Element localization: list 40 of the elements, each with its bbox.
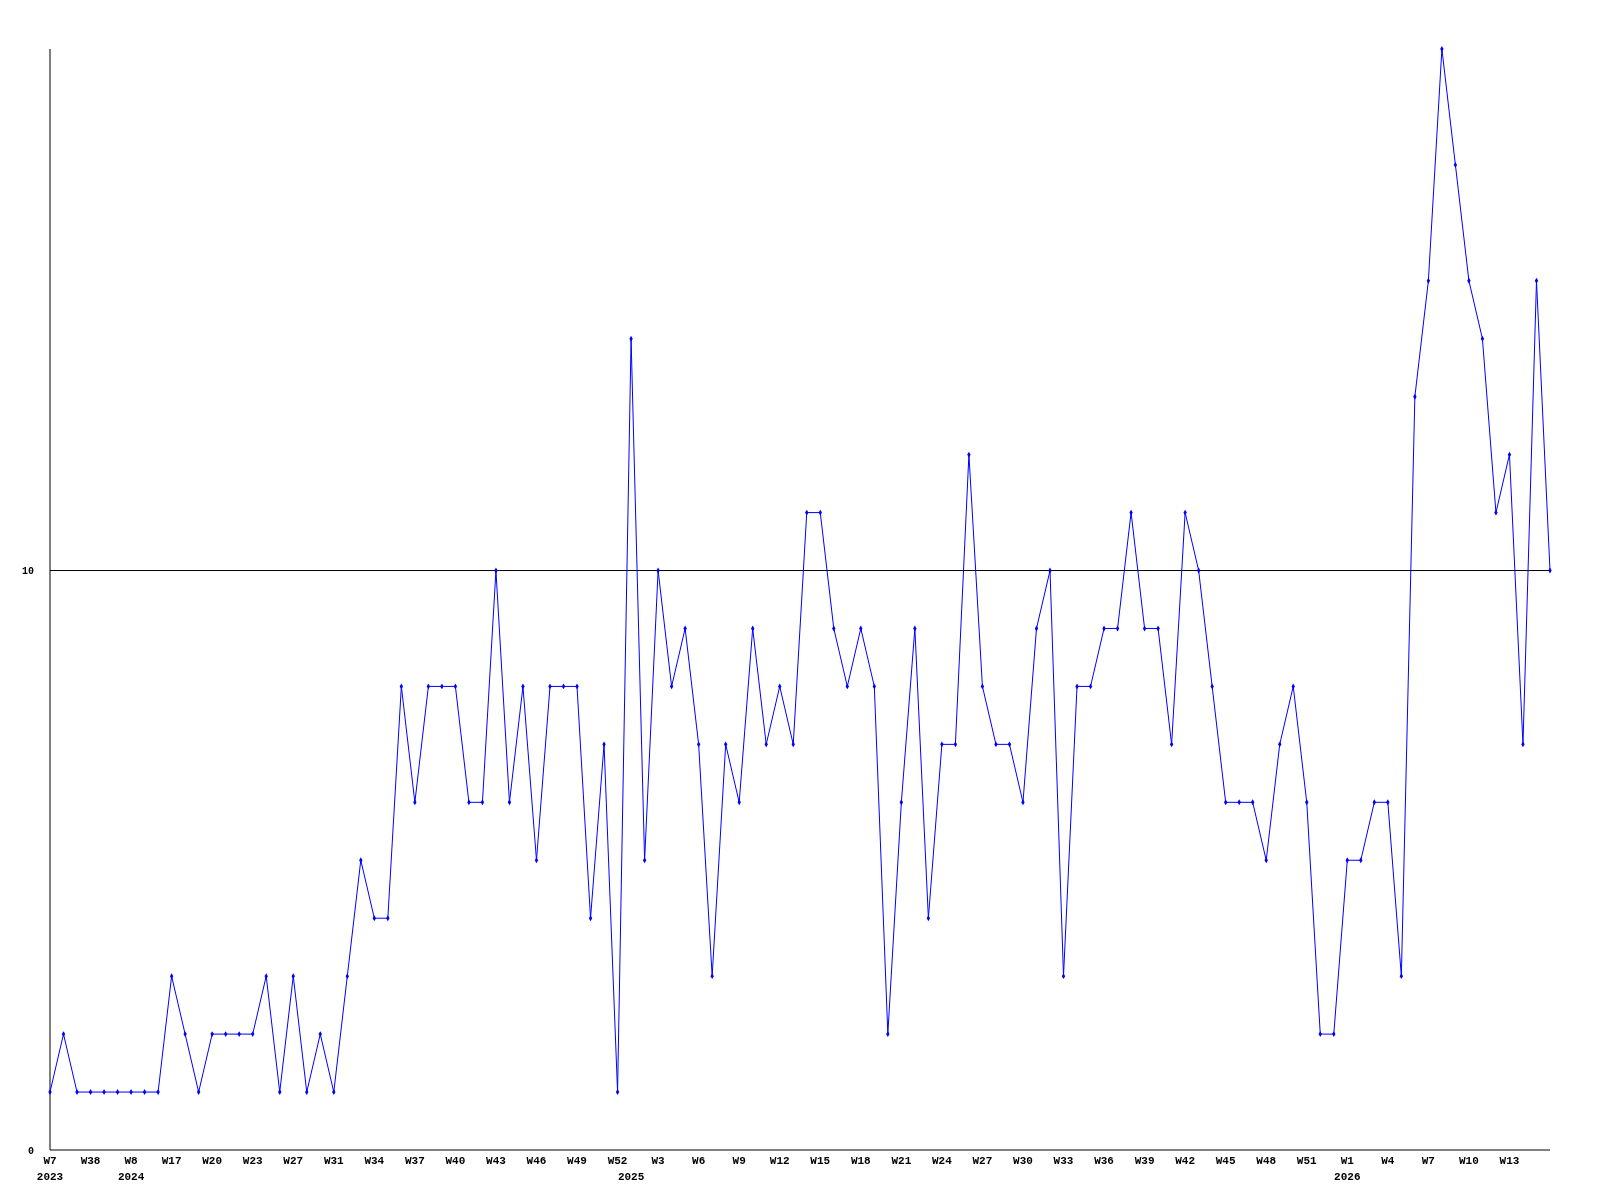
- x-tick-label: W7 2023: [36, 1155, 64, 1183]
- x-tick-label: W30: [1013, 1155, 1033, 1167]
- x-tick-label: W27: [283, 1155, 304, 1167]
- x-tick-label: W33: [1053, 1155, 1074, 1167]
- x-tick-label: W39: [1134, 1155, 1155, 1167]
- x-tick-label: W45: [1215, 1155, 1236, 1167]
- x-tick-label: W37: [404, 1155, 425, 1167]
- x-tick-label: W12: [769, 1155, 790, 1167]
- x-tick-label: W10: [1459, 1155, 1479, 1167]
- x-tick-label: W48: [1256, 1155, 1277, 1167]
- x-tick-label: W36: [1094, 1155, 1114, 1167]
- x-tick-label: W17: [161, 1155, 182, 1167]
- x-tick-label: W9: [732, 1155, 746, 1167]
- x-tick-label: W23: [242, 1155, 263, 1167]
- x-tick-label: W7: [1421, 1155, 1435, 1167]
- x-tick-label: W43: [486, 1155, 507, 1167]
- x-tick-label: W4: [1381, 1155, 1395, 1167]
- x-tick-label: W52: [607, 1155, 628, 1167]
- x-tick-label: W46: [526, 1155, 547, 1167]
- x-tick-label: W6: [692, 1155, 706, 1167]
- x-tick-label: W51: [1296, 1155, 1318, 1167]
- x-tick-label: W38: [80, 1155, 101, 1167]
- x-tick-label: W21: [891, 1155, 912, 1167]
- y-tick-label: 0: [27, 1145, 34, 1157]
- x-tick-label: W24: [931, 1155, 953, 1167]
- x-tick-label: W15: [810, 1155, 831, 1167]
- x-tick-label: W3: [651, 1155, 666, 1167]
- x-tick-label: W13: [1499, 1155, 1520, 1167]
- x-tick-label: W18: [850, 1155, 872, 1167]
- x-tick-label: 2025: [617, 1171, 645, 1183]
- x-tick-label: W27: [972, 1155, 993, 1167]
- x-tick-label: W20: [202, 1155, 223, 1167]
- x-tick-label: W40: [445, 1155, 466, 1167]
- x-tick-label: W1 2026: [1334, 1155, 1361, 1183]
- x-tick-label: W34: [364, 1155, 385, 1167]
- y-tick-label: 10: [21, 566, 34, 578]
- x-tick-label: W31: [323, 1155, 345, 1167]
- x-tick-label: W42: [1175, 1155, 1196, 1167]
- x-tick-label: W8 2024: [117, 1155, 145, 1183]
- x-tick-label: W49: [567, 1155, 587, 1167]
